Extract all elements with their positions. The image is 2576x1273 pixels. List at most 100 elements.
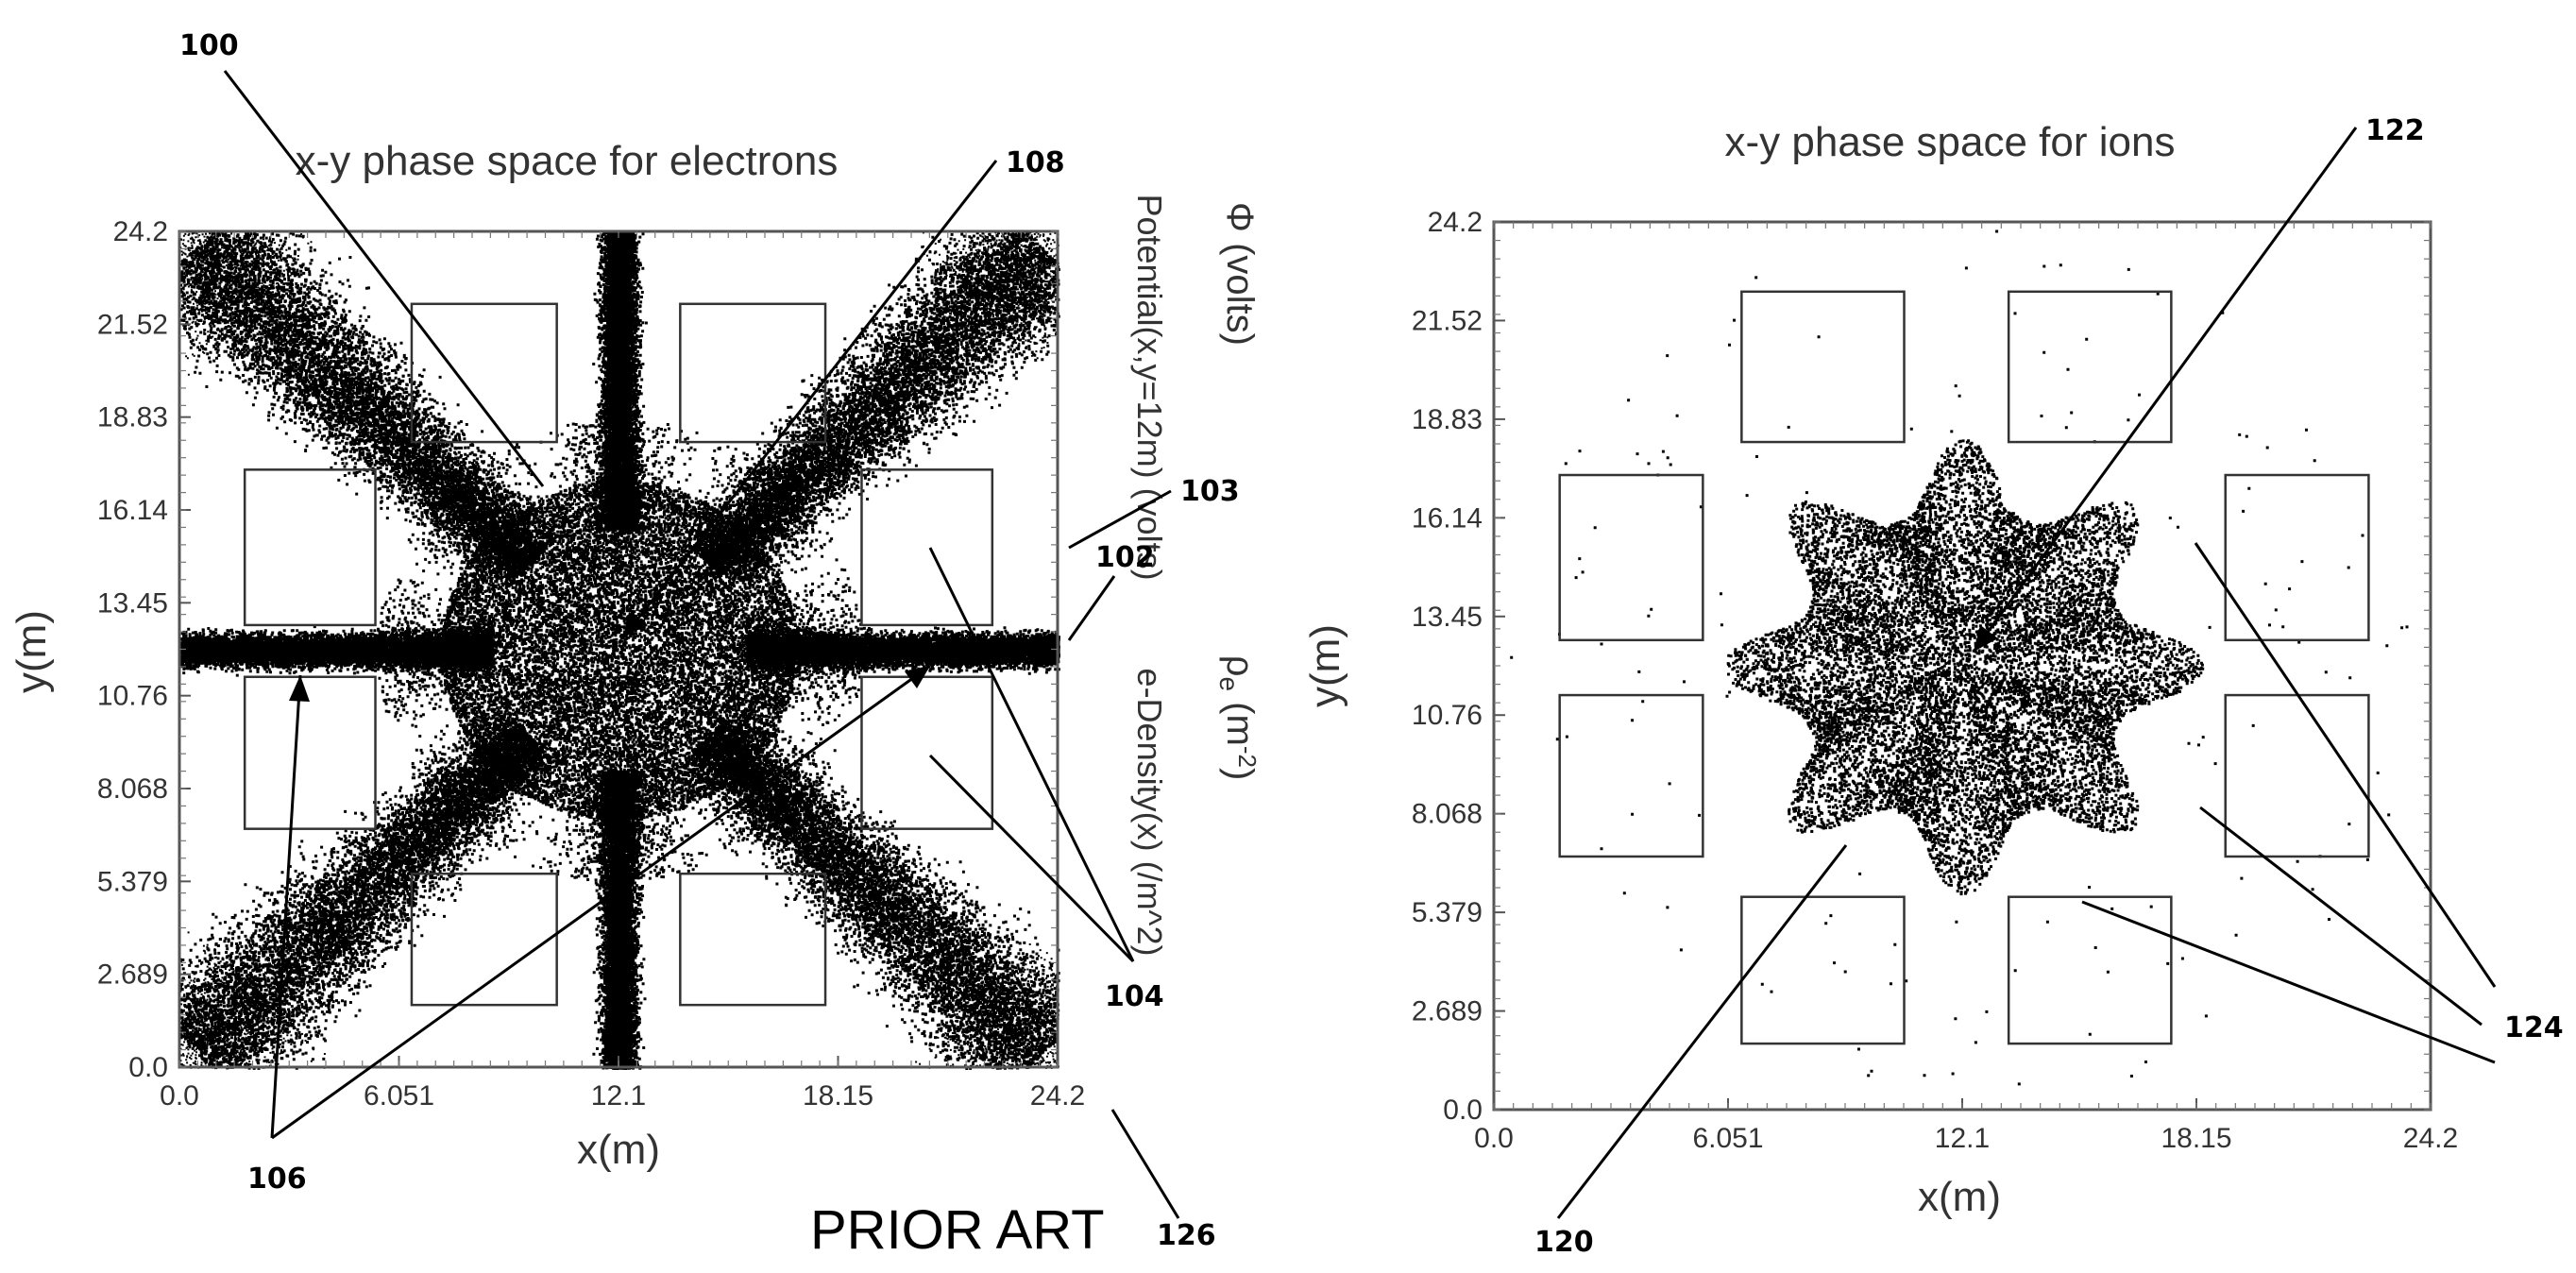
leader-126: [1110, 1109, 1180, 1219]
ion-x-tick-label: 0.0: [1474, 1123, 1514, 1154]
ref-num-120: 120: [1534, 1226, 1594, 1259]
leader-102: [1067, 575, 1116, 641]
electron-x-tick-label: 12.1: [591, 1080, 646, 1112]
ion-y-axis-label: y(m): [1302, 624, 1348, 707]
ion-x-tick-label: 12.1: [1935, 1123, 1990, 1154]
rho-exponent: -2: [1233, 746, 1262, 768]
ref-num-124: 124: [2504, 1011, 2564, 1044]
electron-y-tick-labels: 0.0 2.689 5.379 8.068 10.76 13.45 16.14 18.83 21…: [97, 216, 1058, 1083]
electron-x-tick-label: 0.0: [160, 1080, 199, 1112]
ref-num-122: 122: [2365, 114, 2425, 147]
electron-y-tick-label: 10.76: [97, 681, 168, 712]
electron-y-tick-label: 24.2: [113, 216, 168, 247]
electron-x-tick-label: 24.2: [1030, 1080, 1085, 1112]
leader-120: [1556, 844, 1848, 1219]
phi-volts-label: Φ (volts): [1219, 202, 1261, 346]
ion-electrode-7: [1740, 895, 1906, 1045]
leader-103: [1068, 489, 1172, 550]
ion-electrode-1: [1740, 290, 1906, 444]
rho-unit: (m: [1219, 691, 1261, 746]
ref-num-108: 108: [1006, 146, 1065, 179]
electron-y-tick-label: 5.379: [97, 866, 168, 897]
ion-plot-frame: [1492, 220, 2432, 1112]
ion-chart-title: x-y phase space for ions: [1725, 119, 2176, 165]
e-density-label: e-Density(x) (/m^2): [1130, 669, 1169, 957]
electron-electrode-1: [410, 302, 558, 444]
ion-electrode-6: [2224, 693, 2370, 858]
electron-x-tick-label: 18.15: [803, 1080, 873, 1112]
prior-art-label: PRIOR ART: [810, 1199, 1105, 1261]
ref-num-104: 104: [1105, 980, 1164, 1013]
ion-y-tick-label: 18.83: [1412, 404, 1483, 435]
electron-electrode-8: [679, 872, 827, 1007]
ion-electrode-8: [2007, 895, 2173, 1045]
rho-close: ): [1219, 768, 1261, 780]
reference-annotations: 100 108 103 102 104 106 126 PRIOR ART 12…: [179, 29, 2564, 1261]
electron-electrode-6: [860, 675, 994, 830]
ion-y-tick-label: 0.0: [1443, 1095, 1483, 1126]
ref-num-126: 126: [1157, 1219, 1216, 1252]
ion-y-tick-label: 21.52: [1412, 305, 1483, 336]
leader-100: [223, 70, 545, 487]
ion-electrode-5: [1558, 693, 1704, 858]
ion-x-tick-label: 18.15: [2161, 1123, 2231, 1154]
electron-y-tick-label: 21.52: [97, 309, 168, 340]
leader-106a: [270, 674, 302, 1139]
leader-124a: [2194, 542, 2497, 988]
ion-electrodes: [1558, 290, 2370, 1045]
electron-x-tick-labels: 0.0 6.051 12.1 18.15 24.2: [160, 231, 1085, 1112]
ion-electrode-3: [1558, 473, 1704, 642]
electron-y-axis-label: y(m): [8, 610, 55, 693]
electron-y-tick-label: 2.689: [97, 959, 168, 991]
ion-x-tick-labels: 0.0 6.051 12.1 18.15 24.2: [1474, 222, 2458, 1154]
leader-104a: [928, 547, 1135, 962]
ion-y-tick-labels: 0.0 2.689 5.379 8.068 10.76 13.45 16.14 18.83 21…: [1412, 207, 2431, 1126]
electron-x-tick-label: 6.051: [364, 1080, 434, 1112]
arrowhead-106b: [905, 666, 930, 688]
electron-electrode-4: [860, 468, 994, 627]
ref-num-103: 103: [1180, 475, 1240, 508]
electron-chart-title: x-y phase space for electrons: [296, 138, 839, 184]
electron-x-axis-label: x(m): [577, 1127, 660, 1173]
electron-electrode-2: [679, 302, 827, 444]
leader-104b: [928, 754, 1135, 963]
electron-y-tick-label: 18.83: [97, 402, 168, 433]
electron-y-tick-label: 13.45: [97, 587, 168, 619]
ion-electrode-4: [2224, 473, 2370, 642]
ion-y-tick-label: 10.76: [1412, 700, 1483, 731]
electron-phase-space-panel: x-y phase space for electrons 0.0 2.689 5.…: [8, 138, 1262, 1173]
arrowhead-106a: [289, 675, 310, 702]
electron-y-tick-label: 0.0: [128, 1052, 168, 1083]
leader-124c: [2081, 900, 2496, 1064]
electron-electrode-3: [243, 468, 377, 627]
electron-electrode-7: [410, 872, 558, 1007]
electron-y-tick-label: 8.068: [97, 773, 168, 805]
rho-subscript: e: [1214, 676, 1244, 691]
ion-y-tick-label: 5.379: [1412, 897, 1483, 928]
ion-x-axis-label: x(m): [1918, 1174, 2001, 1220]
ion-y-tick-label: 8.068: [1412, 799, 1483, 830]
ion-y-tick-label: 24.2: [1428, 207, 1483, 238]
electron-y-tick-label: 16.14: [97, 495, 168, 526]
ion-y-tick-label: 2.689: [1412, 996, 1483, 1027]
ref-num-102: 102: [1095, 541, 1155, 574]
electron-particle-points: [179, 231, 1060, 1070]
rho-e-label: ρe (m-2): [1214, 655, 1262, 781]
ion-electrode-2: [2007, 290, 2173, 444]
leader-122: [1972, 127, 2358, 653]
potential-label: Potential(x,y=12m) (volts): [1130, 194, 1169, 580]
ref-num-106: 106: [247, 1163, 307, 1196]
electron-particle-cloud: [179, 231, 1060, 1070]
ref-num-100: 100: [179, 29, 239, 62]
leader-108: [621, 160, 998, 638]
ion-x-tick-label: 24.2: [2403, 1123, 2458, 1154]
leader-124b: [2199, 806, 2483, 1027]
rho-symbol: ρ: [1219, 655, 1261, 677]
ion-y-tick-label: 13.45: [1412, 602, 1483, 633]
ion-x-tick-label: 6.051: [1692, 1123, 1763, 1154]
electron-electrodes: [243, 302, 994, 1007]
arrowhead-108: [623, 612, 646, 637]
arrowhead-122: [1974, 625, 1998, 652]
leader-106b: [271, 664, 931, 1140]
